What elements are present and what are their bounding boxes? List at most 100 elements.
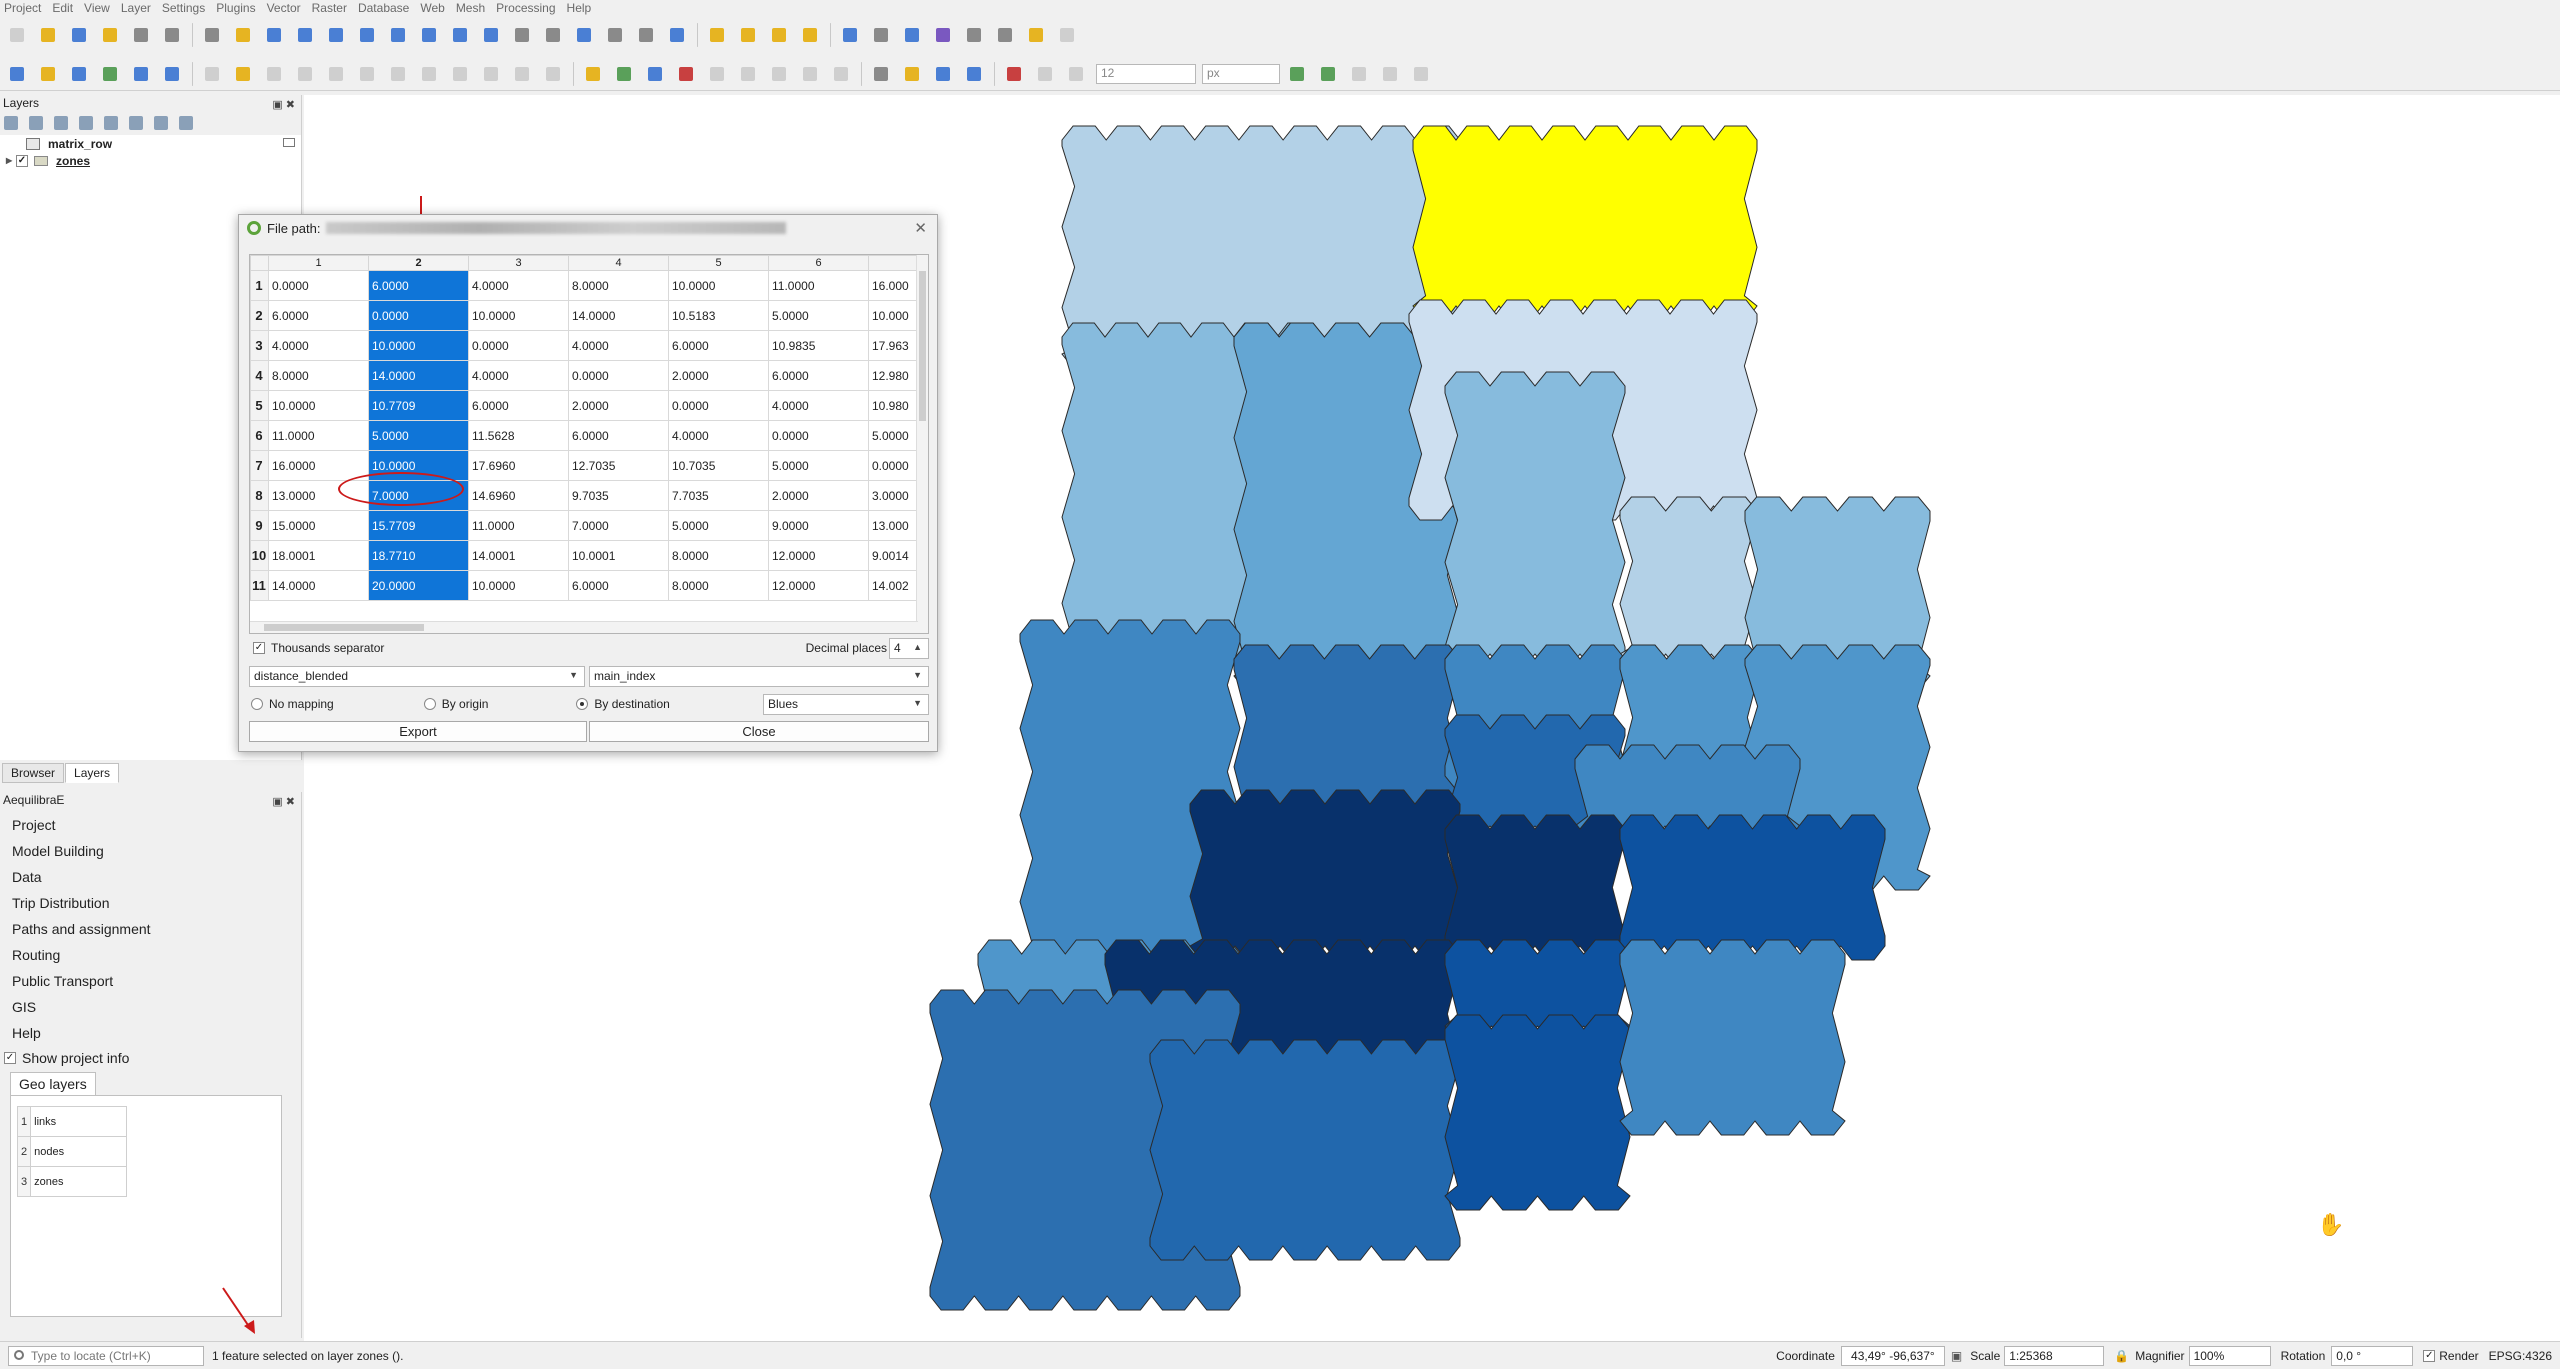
table-row[interactable]: 6 11.0000 5.0000 11.5628 6.0000 4.0000 0.0000 5… — [250, 420, 919, 451]
matrix-cell[interactable]: 18.7710 — [368, 540, 469, 571]
toggle-editing-icon[interactable] — [232, 63, 254, 85]
matrix-cell[interactable]: 8.0000 — [668, 540, 769, 571]
menu-item-vector[interactable]: Vector — [266, 1, 301, 15]
row-header[interactable]: 11 — [250, 570, 269, 601]
horizontal-scrollbar[interactable] — [250, 621, 918, 633]
temporal-controller-icon[interactable] — [635, 24, 657, 46]
zone-polygon[interactable] — [1619, 939, 1846, 1136]
new-3d-view-icon[interactable] — [542, 24, 564, 46]
matrix-cell[interactable]: 14.0000 — [268, 570, 369, 601]
horizontal-scroll-thumb[interactable] — [264, 624, 424, 631]
matrix-cell[interactable]: 10.000 — [868, 300, 919, 331]
matrix-cell[interactable]: 12.980 — [868, 360, 919, 391]
zone-polygon[interactable] — [1444, 1014, 1631, 1211]
matrix-cell[interactable]: 10.9835 — [768, 330, 869, 361]
show-bookmarks-icon[interactable] — [604, 24, 626, 46]
layer-row-zones[interactable]: ▶ ✓ zones — [0, 152, 301, 169]
matrix-cell[interactable]: 6.0000 — [568, 570, 669, 601]
cut-features-icon[interactable] — [418, 63, 440, 85]
corner-header[interactable] — [250, 255, 269, 271]
matrix-cell[interactable]: 14.6960 — [468, 480, 569, 511]
matrix-cell[interactable]: 15.7709 — [368, 510, 469, 541]
expand-arrow-icon[interactable]: ▶ — [6, 156, 13, 165]
matrix-cell[interactable]: 6.0000 — [268, 300, 369, 331]
matrix-cell[interactable]: 2.0000 — [768, 480, 869, 511]
close-icon[interactable]: ✕ — [914, 220, 927, 237]
matrix-cell[interactable]: 4.0000 — [568, 330, 669, 361]
matrix-cell[interactable]: 4.0000 — [668, 420, 769, 451]
aeq-menu-gis[interactable]: GIS — [12, 999, 37, 1015]
column-header[interactable] — [868, 255, 919, 271]
zoom-last-icon[interactable] — [449, 24, 471, 46]
row-header[interactable]: 2 — [250, 300, 269, 331]
snapping-unit-select[interactable]: px — [1202, 63, 1280, 84]
matrix-cell[interactable]: 10.7709 — [368, 390, 469, 421]
zone-polygon[interactable] — [1444, 371, 1626, 669]
menu-item-web[interactable]: Web — [420, 1, 445, 15]
copy-features-icon[interactable] — [449, 63, 471, 85]
row-header[interactable]: 6 — [250, 420, 269, 451]
vertex-tool-icon[interactable] — [325, 63, 347, 85]
spin-arrows-icon[interactable]: ▲ — [913, 641, 922, 652]
toggle-extents-icon[interactable]: ▣ — [1950, 1348, 1963, 1363]
style-manager-icon[interactable] — [4, 116, 18, 130]
matrix-cell[interactable]: 11.5628 — [468, 420, 569, 451]
row-header[interactable]: 5 — [250, 390, 269, 421]
zone-polygon[interactable] — [1444, 814, 1626, 961]
attribute-table-icon[interactable] — [870, 24, 892, 46]
new-map-view-icon[interactable] — [511, 24, 533, 46]
aeq-menu-trip-distribution[interactable]: Trip Distribution — [12, 895, 110, 911]
data-source-manager-icon[interactable] — [6, 63, 28, 85]
pan-map-icon[interactable] — [201, 24, 223, 46]
snapping-mode-icon[interactable] — [1034, 63, 1056, 85]
lock-scale-icon[interactable]: 🔒 — [2114, 1348, 2130, 1363]
diagram-options-icon[interactable] — [613, 63, 635, 85]
zoom-full-icon[interactable] — [325, 24, 347, 46]
print-layout-icon[interactable] — [130, 24, 152, 46]
matrix-cell[interactable]: 2.0000 — [568, 390, 669, 421]
decimal-places-spinbox[interactable]: 4 ▲ — [889, 637, 929, 659]
zone-polygon[interactable] — [1149, 1039, 1461, 1261]
locator-search[interactable]: Type to locate (Ctrl+K) — [8, 1345, 204, 1366]
column-header[interactable]: 3 — [468, 255, 569, 271]
self-snapping-icon[interactable] — [1410, 63, 1432, 85]
menu-item-project[interactable]: Project — [4, 1, 42, 15]
matrix-cell[interactable]: 8.0000 — [568, 270, 669, 301]
row-header[interactable]: 3 — [250, 330, 269, 361]
matrix-cell[interactable]: 4.0000 — [468, 360, 569, 391]
row-header[interactable]: 9 — [250, 510, 269, 541]
matrix-cell[interactable]: 5.0000 — [368, 420, 469, 451]
filter-legend-icon[interactable] — [79, 116, 93, 130]
show-project-info-checkbox[interactable]: ✓ — [4, 1052, 16, 1064]
zoom-native-icon[interactable] — [418, 24, 440, 46]
sync-icon[interactable] — [932, 63, 954, 85]
matrix-cell[interactable]: 4.0000 — [768, 390, 869, 421]
layout-manager-icon[interactable] — [161, 24, 183, 46]
matrix-cell[interactable]: 16.000 — [868, 270, 919, 301]
matrix-cell[interactable]: 9.0014 — [868, 540, 919, 571]
select-by-value-icon[interactable] — [799, 24, 821, 46]
row-header[interactable]: 10 — [250, 540, 269, 571]
menu-item-view[interactable]: View — [84, 1, 110, 15]
aequilibrae-icon[interactable] — [870, 63, 892, 85]
identify-features-icon[interactable] — [706, 24, 728, 46]
manage-visibility-icon[interactable] — [54, 116, 68, 130]
remove-layer-icon[interactable] — [179, 116, 193, 130]
export-button[interactable]: Export — [249, 721, 587, 742]
close-button[interactable]: Close — [589, 721, 929, 742]
menu-item-database[interactable]: Database — [357, 1, 410, 15]
dock-float-close-icon[interactable]: ▣ ✖ — [272, 796, 295, 808]
show-hide-labels-icon[interactable] — [830, 63, 852, 85]
add-group-icon[interactable] — [29, 116, 43, 130]
matrix-cell[interactable]: 5.0000 — [768, 450, 869, 481]
matrix-cell[interactable]: 10.5183 — [668, 300, 769, 331]
column-header[interactable]: 6 — [768, 255, 869, 271]
aeq-menu-project[interactable]: Project — [12, 817, 56, 833]
matrix-cell[interactable]: 10.0000 — [268, 390, 369, 421]
table-row[interactable]: 2 nodes — [16, 1136, 128, 1167]
row-header[interactable]: 8 — [250, 480, 269, 511]
paste-features-icon[interactable] — [480, 63, 502, 85]
undo-icon[interactable] — [511, 63, 533, 85]
menu-item-plugins[interactable]: Plugins — [216, 1, 256, 15]
